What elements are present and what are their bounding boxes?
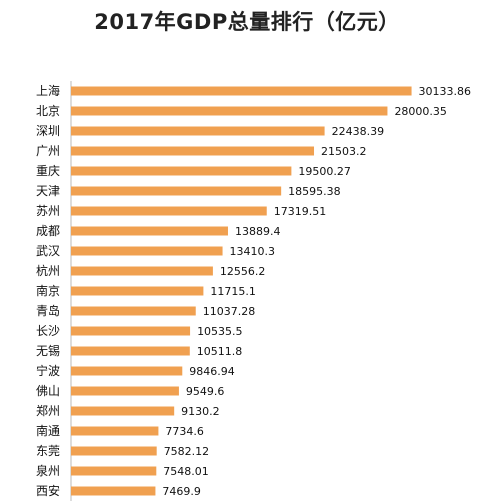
- bar: [71, 126, 325, 136]
- value-label: 18595.38: [288, 185, 341, 198]
- category-label: 南通: [36, 423, 60, 438]
- value-label: 22438.39: [332, 125, 385, 138]
- bar: [71, 106, 388, 116]
- bar: [71, 286, 204, 296]
- chart-title: 2017年GDP总量排行（亿元）: [94, 10, 400, 34]
- category-label: 南京: [36, 283, 60, 298]
- value-label: 13410.3: [230, 245, 276, 258]
- category-label: 上海: [36, 83, 60, 98]
- category-label: 郑州: [36, 403, 60, 418]
- category-label: 苏州: [36, 204, 60, 218]
- value-label: 12556.2: [220, 265, 265, 278]
- bar: [71, 226, 228, 236]
- bar: [71, 206, 267, 216]
- bar: [71, 486, 156, 496]
- value-label: 7548.01: [163, 465, 209, 478]
- category-label: 东莞: [36, 444, 60, 458]
- category-label: 西安: [36, 483, 60, 498]
- category-label: 青岛: [36, 303, 60, 318]
- bar: [71, 246, 223, 256]
- bar: [71, 366, 183, 376]
- value-label: 13889.4: [235, 225, 281, 238]
- category-label: 成都: [36, 224, 60, 238]
- value-label: 11715.1: [210, 285, 256, 298]
- category-label: 长沙: [36, 324, 60, 338]
- value-label: 9130.2: [181, 405, 220, 418]
- value-label: 7582.12: [164, 445, 210, 458]
- value-label: 7734.6: [165, 425, 204, 438]
- bar: [71, 186, 282, 196]
- bar: [71, 266, 213, 276]
- value-label: 10511.8: [197, 345, 243, 358]
- bar: [71, 346, 190, 356]
- category-label: 杭州: [36, 263, 60, 278]
- value-label: 30133.86: [419, 85, 472, 98]
- category-label: 北京: [36, 104, 60, 118]
- bar: [71, 326, 191, 336]
- bar: [71, 466, 157, 476]
- category-label: 无锡: [36, 343, 60, 358]
- category-label: 重庆: [36, 164, 60, 178]
- value-label: 9846.94: [189, 365, 235, 378]
- bar: [71, 426, 159, 436]
- bar: [71, 386, 179, 396]
- category-label: 宁波: [36, 363, 60, 378]
- bar: [71, 306, 196, 316]
- value-label: 17319.51: [274, 205, 327, 218]
- category-label: 深圳: [36, 124, 60, 138]
- category-label: 广州: [36, 144, 60, 158]
- category-label: 佛山: [36, 384, 60, 398]
- bar: [71, 406, 175, 416]
- value-label: 19500.27: [298, 165, 351, 178]
- bar: [71, 166, 292, 176]
- value-label: 28000.35: [394, 105, 447, 118]
- value-label: 9549.6: [186, 385, 225, 398]
- category-label: 泉州: [36, 464, 60, 478]
- bar: [71, 146, 315, 156]
- bar: [71, 446, 157, 456]
- bar: [71, 86, 412, 96]
- category-label: 天津: [36, 184, 60, 198]
- category-label: 武汉: [36, 244, 60, 258]
- value-label: 10535.5: [197, 325, 243, 338]
- value-label: 11037.28: [203, 305, 256, 318]
- value-label: 7469.9: [162, 485, 201, 498]
- value-label: 21503.2: [321, 145, 367, 158]
